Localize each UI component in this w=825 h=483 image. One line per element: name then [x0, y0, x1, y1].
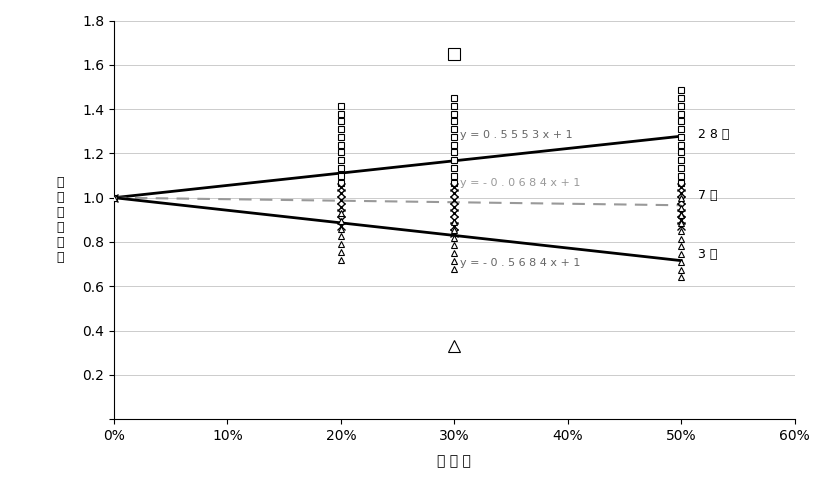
Text: y = 0 . 5 5 5 3 x + 1: y = 0 . 5 5 5 3 x + 1 — [460, 129, 573, 140]
Text: y = - 0 . 5 6 8 4 x + 1: y = - 0 . 5 6 8 4 x + 1 — [460, 258, 581, 268]
Text: y = - 0 . 0 6 8 4 x + 1: y = - 0 . 0 6 8 4 x + 1 — [460, 178, 581, 188]
Text: 3 일: 3 일 — [698, 248, 718, 261]
Text: 2 8 일: 2 8 일 — [698, 128, 729, 141]
Y-axis label: 강
도
비
이
론
값: 강 도 비 이 론 값 — [56, 176, 64, 264]
X-axis label: 치 환 율: 치 환 율 — [437, 454, 471, 468]
Text: 7 일: 7 일 — [698, 189, 718, 202]
